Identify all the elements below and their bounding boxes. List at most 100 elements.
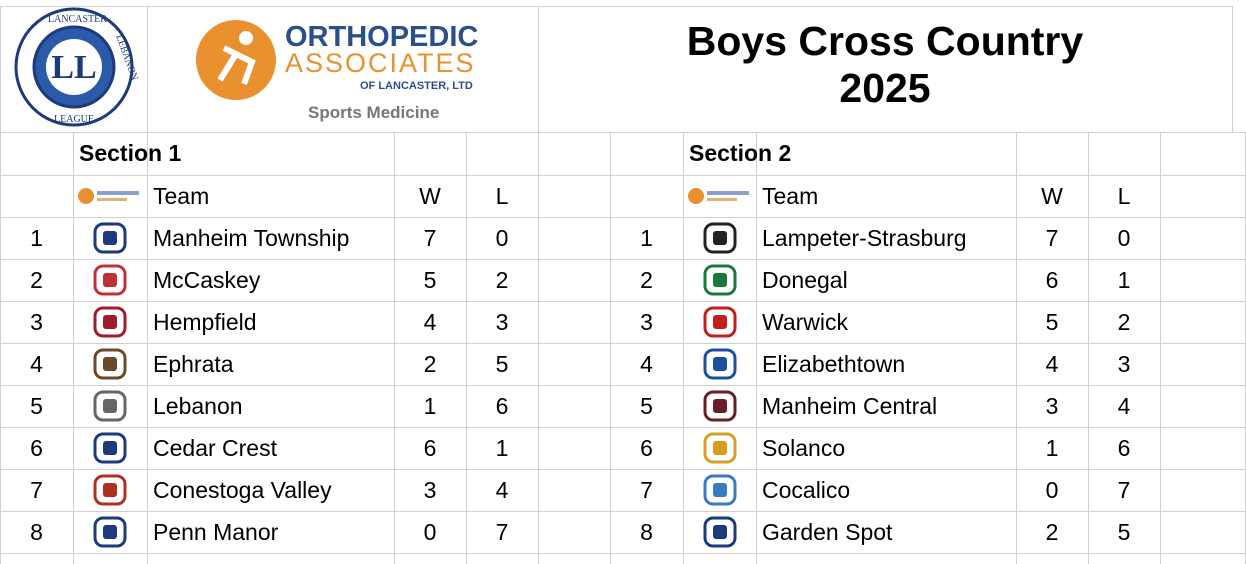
- team-logo: [683, 469, 756, 511]
- team-logo-graphic: [703, 348, 736, 380]
- section-title: Section 1: [79, 140, 182, 166]
- grid-line: [610, 132, 611, 564]
- wins: 7: [1045, 224, 1059, 251]
- column-header: W: [1041, 182, 1063, 209]
- team-logo: [73, 511, 147, 553]
- grid-line: [1016, 132, 1017, 564]
- team-name: Donegal: [762, 266, 848, 293]
- team-logo-graphic: [93, 516, 127, 548]
- rank: 7: [640, 476, 653, 503]
- rank: 8: [640, 518, 653, 545]
- team-logo: [73, 301, 147, 343]
- title-block: Boys Cross Country 2025: [538, 18, 1232, 112]
- team-name: Manheim Central: [762, 392, 938, 419]
- team-logo-graphic: [703, 474, 736, 506]
- sponsor-tagline: Sports Medicine: [308, 103, 439, 122]
- team-logo-graphic: [93, 222, 127, 254]
- team-logo: [73, 217, 147, 259]
- team-name: Ephrata: [153, 350, 234, 377]
- team-logo-graphic: [93, 306, 127, 338]
- team-logo: [73, 427, 147, 469]
- team-logo-graphic: [703, 306, 736, 338]
- wins: 4: [423, 308, 437, 335]
- losses: 4: [495, 476, 509, 503]
- team-logo-graphic: [703, 222, 736, 254]
- sponsor-icon-graphic: [78, 188, 139, 204]
- team-name: Warwick: [762, 308, 849, 335]
- team-logo: [683, 259, 756, 301]
- grid-line: [0, 427, 1246, 428]
- section-title: Section 2: [689, 140, 792, 166]
- wins: 3: [1045, 392, 1059, 419]
- team-logo-graphic: [93, 474, 127, 506]
- team-logo-graphic: [93, 264, 127, 296]
- grid-line: [147, 132, 148, 564]
- grid-line: [73, 132, 74, 564]
- grid-line: [0, 132, 1, 564]
- sponsor-icon: [77, 186, 143, 206]
- wins: 1: [423, 392, 437, 419]
- wins: 3: [423, 476, 437, 503]
- rank: 4: [640, 350, 653, 377]
- sponsor-icon: [687, 186, 753, 206]
- team-logo: [73, 469, 147, 511]
- team-name: Cedar Crest: [153, 434, 277, 461]
- team-logo: [73, 259, 147, 301]
- grid-line: [0, 301, 1246, 302]
- grid-line: [0, 175, 1246, 176]
- team-logo: [683, 511, 756, 553]
- sponsor-icon-graphic: [688, 188, 749, 204]
- wins: 5: [1045, 308, 1059, 335]
- wins: 1: [1045, 434, 1059, 461]
- rank: 5: [30, 392, 43, 419]
- wins: 0: [1045, 476, 1059, 503]
- rank: 8: [30, 518, 43, 545]
- wins: 5: [423, 266, 437, 293]
- subtitle: 2025: [839, 65, 931, 111]
- league-logo-top: LANCASTER: [48, 14, 107, 25]
- grid-line: [0, 259, 1246, 260]
- sponsor-name: ORTHOPEDIC: [285, 21, 478, 53]
- league-logo-bottom: LEAGUE: [54, 114, 94, 125]
- losses: 0: [1117, 224, 1131, 251]
- team-logo: [73, 385, 147, 427]
- team-name: Conestoga Valley: [153, 476, 332, 503]
- losses: 4: [1117, 392, 1131, 419]
- team-logo-graphic: [703, 432, 736, 464]
- league-logo: LL LANCASTER LEBANON LEAGUE: [14, 7, 140, 127]
- grid-line: [0, 6, 1232, 7]
- column-header: Team: [762, 182, 819, 209]
- team-name: Garden Spot: [762, 518, 893, 545]
- grid-line: [0, 469, 1246, 470]
- losses: 3: [1117, 350, 1131, 377]
- rank: 2: [30, 266, 43, 293]
- grid-line: [0, 6, 1, 132]
- wins: 7: [423, 224, 437, 251]
- team-name: Elizabethtown: [762, 350, 906, 377]
- column-header: W: [419, 182, 441, 209]
- wins: 2: [1045, 518, 1059, 545]
- losses: 1: [1117, 266, 1131, 293]
- rank: 2: [640, 266, 653, 293]
- grid-line: [0, 217, 1246, 218]
- team-logo-graphic: [703, 390, 736, 422]
- wins: 2: [423, 350, 437, 377]
- team-name: McCaskey: [153, 266, 261, 293]
- team-logo: [683, 427, 756, 469]
- grid-line: [1088, 132, 1089, 564]
- team-name: Hempfield: [153, 308, 257, 335]
- rank: 7: [30, 476, 43, 503]
- team-name: Penn Manor: [153, 518, 279, 545]
- rank: 5: [640, 392, 653, 419]
- team-logo: [683, 385, 756, 427]
- wins: 6: [423, 434, 437, 461]
- team-logo-graphic: [93, 390, 127, 422]
- losses: 3: [495, 308, 509, 335]
- rank: 3: [640, 308, 653, 335]
- losses: 6: [495, 392, 509, 419]
- team-logo-graphic: [703, 264, 736, 296]
- rank: 4: [30, 350, 43, 377]
- losses: 5: [495, 350, 509, 377]
- team-logo: [683, 343, 756, 385]
- losses: 5: [1117, 518, 1131, 545]
